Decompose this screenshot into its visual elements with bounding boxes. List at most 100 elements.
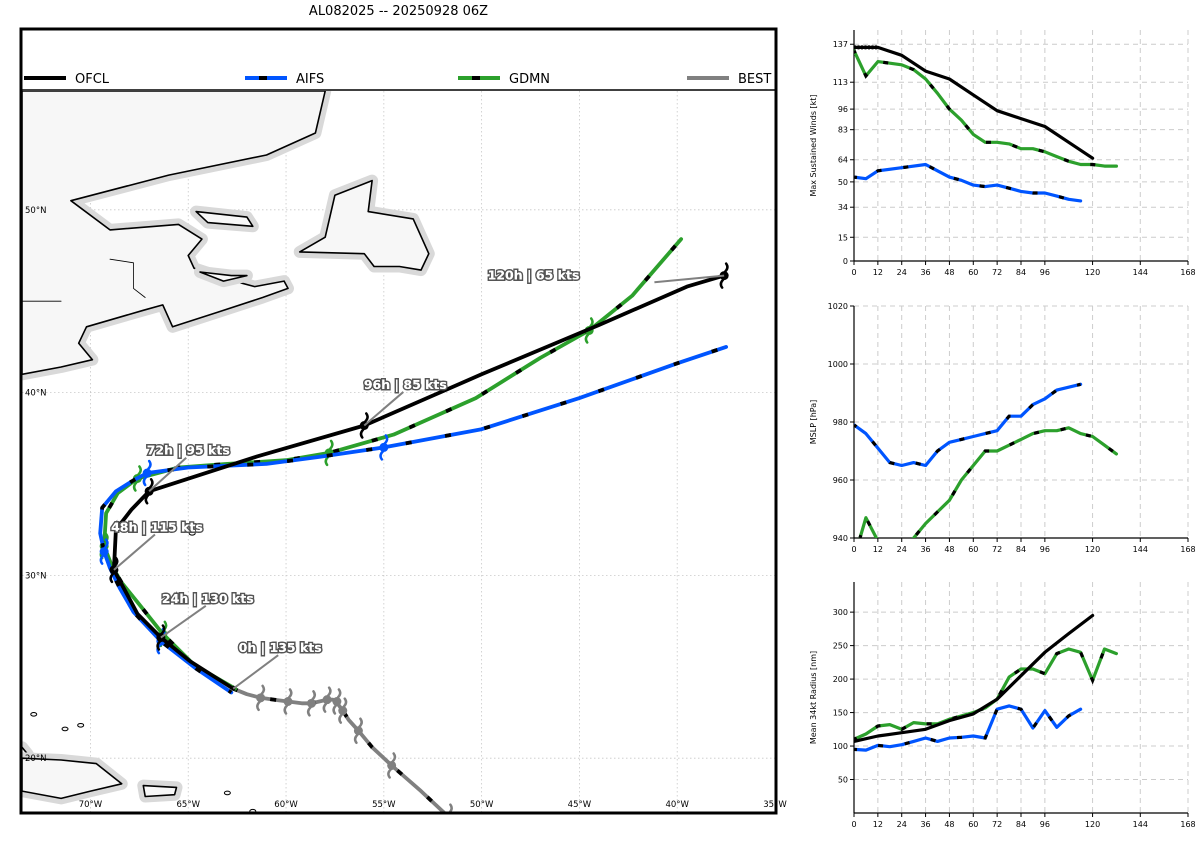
hurricane-marker	[338, 706, 347, 715]
lat-tick-label: 50°N	[25, 206, 46, 216]
x-tick-label: 84	[1016, 545, 1026, 554]
annotation-label-fill: 96h | 85 kts	[364, 377, 447, 392]
y-tick-label: 137	[833, 40, 848, 49]
x-tick-label: 144	[1133, 268, 1148, 277]
hurricane-marker	[332, 697, 341, 706]
small-island	[31, 712, 37, 716]
annotation-label-fill: 120h | 65 kts	[488, 267, 580, 282]
legend-label: OFCL	[75, 72, 110, 87]
annotation-label-fill: 72h | 95 kts	[147, 443, 230, 458]
y-tick-label: 1020	[828, 302, 848, 311]
track-ofcl	[109, 264, 728, 689]
annotation-label-fill: 24h | 130 kts	[162, 591, 254, 606]
y-tick-label: 34	[838, 203, 848, 212]
puerto-rico-land	[143, 786, 176, 797]
gdmn-series-line	[860, 428, 1116, 559]
y-axis-label: MSLP [hPa]	[809, 400, 818, 444]
y-tick-label: 980	[833, 418, 848, 427]
x-tick-label: 24	[897, 268, 907, 277]
y-tick-label: 1000	[828, 360, 848, 369]
x-tick-label: 120	[1085, 545, 1100, 554]
legend-item-aifs: AIFS	[245, 72, 324, 87]
series-ofcl	[854, 615, 1093, 741]
y-tick-label: 96	[838, 105, 848, 114]
hurricane-marker	[354, 726, 363, 735]
x-tick-label: 120	[1085, 820, 1100, 829]
series-group	[854, 47, 1116, 201]
lon-tick-label: 50°W	[470, 800, 494, 810]
x-tick-label: 60	[968, 545, 978, 554]
x-tick-label: 12	[873, 820, 883, 829]
x-tick-label: 168	[1180, 820, 1195, 829]
y-tick-label: 50	[838, 776, 848, 785]
annotation-leader	[233, 655, 278, 689]
lat-tick-label: 30°N	[25, 571, 46, 581]
y-tick-label: 940	[833, 534, 848, 543]
ofcl-line	[114, 276, 724, 689]
hurricane-marker	[307, 699, 316, 708]
x-tick-label: 48	[944, 820, 954, 829]
lat-tick-label: 20°N	[25, 754, 46, 764]
legend-label: AIFS	[296, 72, 324, 87]
x-tick-label: 0	[851, 545, 856, 554]
gdmn-series-dash	[860, 428, 1116, 559]
hurricane-marker	[256, 693, 265, 702]
x-tick-label: 48	[944, 545, 954, 554]
ofcl-series-line	[854, 616, 1093, 742]
y-tick-label: 15	[838, 233, 848, 242]
x-tick-label: 72	[992, 545, 1002, 554]
x-tick-label: 12	[873, 268, 883, 277]
small-island	[224, 791, 230, 795]
best-dash	[233, 689, 491, 840]
small-island	[78, 723, 84, 727]
gdmn-series-line	[854, 649, 1116, 739]
x-tick-label: 24	[897, 820, 907, 829]
legend-item-gdmn: GDMN	[458, 72, 550, 87]
track-best	[233, 686, 491, 840]
x-tick-label: 0	[851, 268, 856, 277]
y-tick-label: 113	[833, 78, 848, 87]
y-tick-label: 50	[838, 178, 848, 187]
y-tick-label: 150	[833, 709, 848, 718]
lon-tick-label: 40°W	[665, 800, 689, 810]
x-tick-label: 60	[968, 268, 978, 277]
series-gdmn	[854, 649, 1116, 739]
series-gdmn	[860, 428, 1116, 559]
x-tick-label: 12	[873, 545, 883, 554]
x-tick-label: 60	[968, 820, 978, 829]
x-tick-label: 36	[920, 268, 930, 277]
legend-label: BEST	[738, 72, 771, 87]
page-title: AL082025 -- 20250928 06Z	[0, 4, 797, 19]
x-tick-label: 72	[992, 820, 1002, 829]
series-group	[854, 615, 1116, 750]
y-tick-label: 200	[833, 675, 848, 684]
y-tick-label: 960	[833, 476, 848, 485]
annotation-label-fill: 0h | 135 kts	[239, 640, 322, 655]
best-line	[233, 689, 491, 840]
y-tick-label: 64	[838, 156, 848, 165]
y-tick-label: 300	[833, 608, 848, 617]
x-tick-label: 96	[1040, 268, 1050, 277]
legend-label: GDMN	[509, 72, 550, 87]
aifs-series-line	[854, 165, 1081, 201]
legend-item-ofcl: OFCL	[24, 72, 110, 87]
small-island	[62, 727, 68, 731]
x-tick-label: 144	[1133, 820, 1148, 829]
x-tick-label: 0	[851, 820, 856, 829]
series-group	[854, 384, 1116, 558]
x-tick-label: 24	[897, 545, 907, 554]
lon-tick-label: 70°W	[79, 800, 103, 810]
lon-tick-label: 35°W	[763, 800, 787, 810]
lon-tick-label: 60°W	[274, 800, 298, 810]
lon-tick-label: 55°W	[372, 800, 396, 810]
